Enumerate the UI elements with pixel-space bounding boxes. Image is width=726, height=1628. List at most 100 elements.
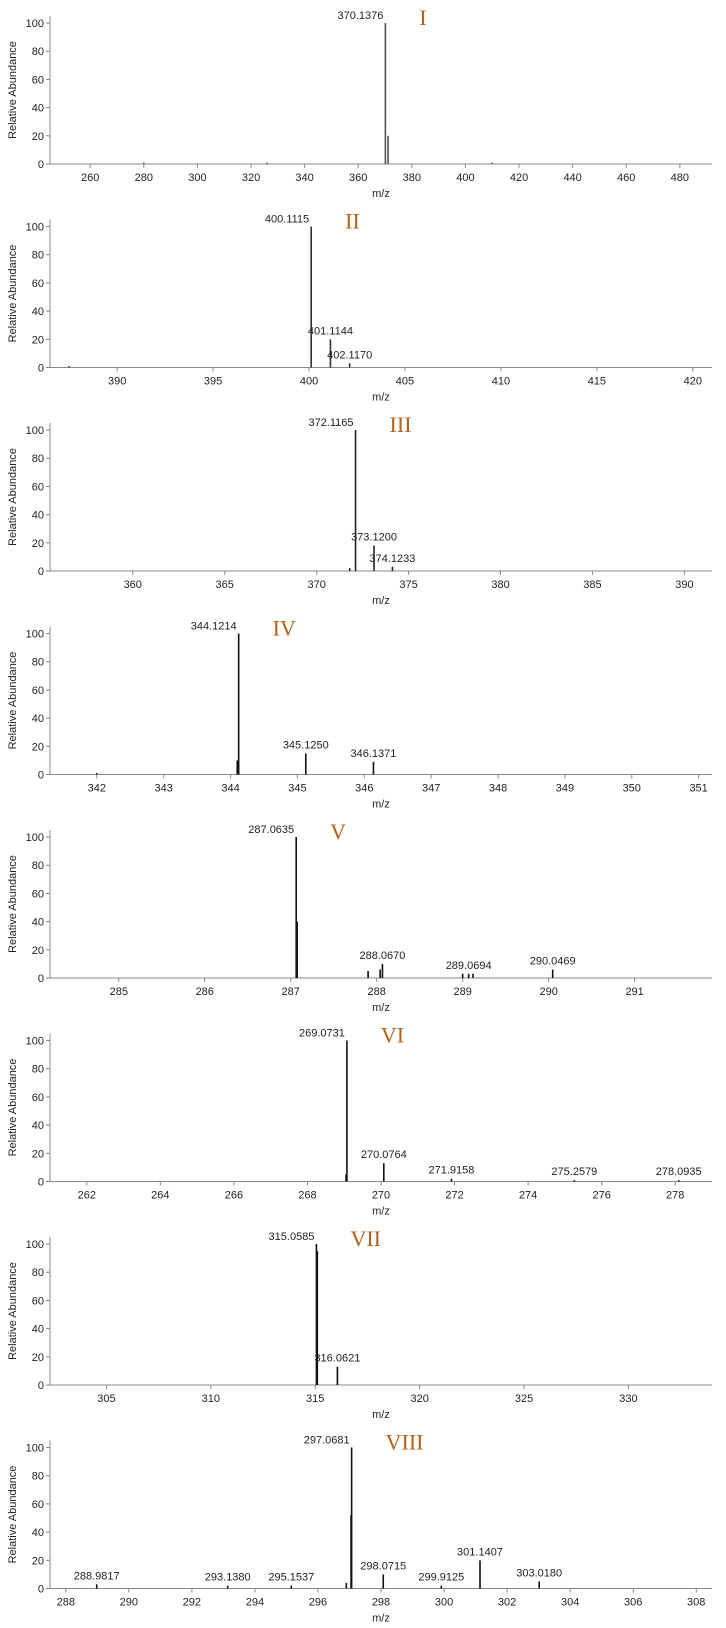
- peak-label: 298.0715: [360, 1560, 406, 1572]
- peak-label: 373.1200: [351, 532, 397, 544]
- y-tick-label: 20: [32, 1555, 44, 1567]
- x-tick-label: 305: [97, 1393, 115, 1405]
- y-tick-label: 40: [32, 306, 44, 318]
- y-tick-label: 40: [32, 103, 44, 115]
- y-axis-label: Relative Abundance: [7, 652, 19, 750]
- x-tick-label: 351: [689, 783, 707, 795]
- peak-label: 402.1170: [327, 349, 372, 361]
- x-tick-label: 344: [221, 783, 239, 795]
- panel-label: II: [345, 209, 360, 234]
- y-tick-label: 40: [32, 510, 44, 522]
- x-tick-label: 385: [583, 579, 601, 591]
- x-tick-label: 291: [625, 986, 643, 998]
- spectrum-panel: 0 20 40 60 80 100 342 343 344 345 346 347 348 349 350 3…: [7, 616, 712, 811]
- x-tick-label: 290: [539, 986, 557, 998]
- peak-label: 295.1537: [268, 1572, 314, 1584]
- peak-label: 287.0635: [248, 824, 294, 836]
- peak-label: 278.0935: [656, 1166, 702, 1178]
- peak-label: 275.2579: [551, 1166, 597, 1178]
- peak-label: 290.0469: [530, 956, 576, 968]
- x-tick-label: 345: [288, 783, 306, 795]
- y-axis-label: Relative Abundance: [7, 1059, 19, 1157]
- peak-label: 289.0694: [446, 960, 492, 972]
- x-tick-label: 346: [355, 783, 373, 795]
- x-tick-label: 375: [399, 579, 417, 591]
- y-tick-label: 100: [26, 1036, 44, 1048]
- x-tick-label: 405: [396, 376, 414, 388]
- y-tick-label: 100: [26, 629, 44, 641]
- x-tick-label: 390: [108, 376, 126, 388]
- x-tick-label: 290: [120, 1597, 138, 1609]
- peak-label: 288.0670: [360, 950, 406, 962]
- x-axis-label: m/z: [372, 595, 390, 607]
- x-tick-label: 325: [515, 1393, 533, 1405]
- peak-label: 344.1214: [191, 621, 237, 633]
- panel-label: VI: [381, 1023, 404, 1048]
- x-tick-label: 274: [519, 1190, 537, 1202]
- x-tick-label: 365: [216, 579, 234, 591]
- spectrum-panel: 0 20 40 60 80 100 305 310 315 320 325 330 m/z Relativ…: [7, 1226, 712, 1421]
- x-tick-label: 380: [491, 579, 509, 591]
- y-tick-label: 60: [32, 888, 44, 900]
- peak-label: 293.1380: [205, 1572, 251, 1584]
- y-tick-label: 0: [38, 1177, 44, 1189]
- y-tick-label: 0: [38, 973, 44, 985]
- y-tick-label: 80: [32, 1267, 44, 1279]
- y-tick-label: 60: [32, 481, 44, 493]
- x-tick-label: 276: [592, 1190, 610, 1202]
- x-tick-label: 302: [498, 1597, 516, 1609]
- y-tick-label: 60: [32, 685, 44, 697]
- x-tick-label: 278: [666, 1190, 684, 1202]
- y-tick-label: 20: [32, 334, 44, 346]
- spectrum-panel: 0 20 40 60 80 100 285 286 287 288 289 290 291 m/z Rela…: [7, 819, 712, 1014]
- y-tick-label: 60: [32, 1295, 44, 1307]
- peak-label: 299.9125: [418, 1572, 464, 1584]
- x-tick-label: 347: [422, 783, 440, 795]
- y-tick-label: 60: [32, 278, 44, 290]
- y-tick-label: 60: [32, 74, 44, 86]
- x-tick-label: 390: [675, 579, 693, 591]
- x-tick-label: 360: [124, 579, 142, 591]
- peak-label: 374.1233: [370, 553, 416, 565]
- y-tick-label: 20: [32, 945, 44, 957]
- x-tick-label: 380: [403, 172, 421, 184]
- x-tick-label: 300: [435, 1597, 453, 1609]
- y-tick-label: 80: [32, 657, 44, 669]
- peak-label: 297.0681: [304, 1435, 350, 1447]
- y-tick-label: 80: [32, 453, 44, 465]
- panel-label: III: [390, 412, 412, 437]
- y-tick-label: 0: [38, 363, 44, 375]
- y-tick-label: 100: [26, 1443, 44, 1455]
- peak-label: 288.9817: [74, 1570, 120, 1582]
- x-axis-label: m/z: [372, 799, 390, 811]
- x-tick-label: 308: [687, 1597, 705, 1609]
- y-tick-label: 0: [38, 566, 44, 578]
- x-tick-label: 440: [563, 172, 581, 184]
- y-tick-label: 40: [32, 1527, 44, 1539]
- y-tick-label: 80: [32, 1471, 44, 1483]
- x-tick-label: 400: [456, 172, 474, 184]
- x-tick-label: 260: [81, 172, 99, 184]
- x-tick-label: 289: [453, 986, 471, 998]
- x-tick-label: 348: [489, 783, 507, 795]
- x-tick-label: 294: [246, 1597, 264, 1609]
- y-axis-label: Relative Abundance: [7, 448, 19, 546]
- peak-label: 269.0731: [299, 1028, 345, 1040]
- peak-label: 301.1407: [457, 1546, 503, 1558]
- panel-label: IV: [273, 616, 296, 641]
- y-tick-label: 0: [38, 1584, 44, 1596]
- y-tick-label: 80: [32, 860, 44, 872]
- x-tick-label: 400: [300, 376, 318, 388]
- x-tick-label: 287: [282, 986, 300, 998]
- x-tick-label: 410: [492, 376, 510, 388]
- panel-label: VII: [350, 1226, 381, 1251]
- x-tick-label: 304: [561, 1597, 579, 1609]
- x-tick-label: 264: [151, 1190, 169, 1202]
- y-tick-label: 60: [32, 1092, 44, 1104]
- y-tick-label: 20: [32, 538, 44, 550]
- y-tick-label: 80: [32, 46, 44, 58]
- x-tick-label: 420: [684, 376, 702, 388]
- x-tick-label: 320: [410, 1393, 428, 1405]
- y-tick-label: 20: [32, 741, 44, 753]
